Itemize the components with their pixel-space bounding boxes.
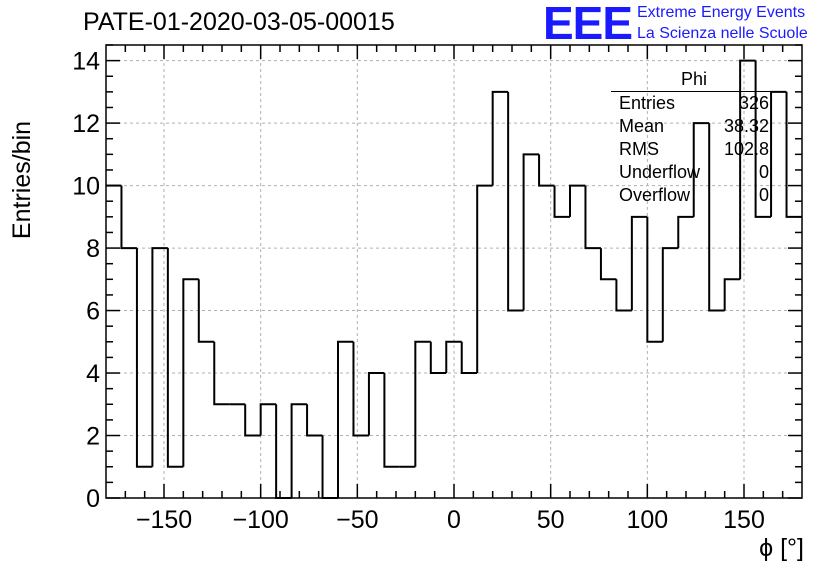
x-axis-ticks: −150 −100 −50 0 50 100 150 bbox=[124, 45, 784, 534]
histogram-bin bbox=[213, 341, 230, 406]
stats-row: Entries 326 bbox=[611, 92, 777, 115]
histogram-bin bbox=[739, 59, 756, 280]
histogram-bin bbox=[661, 247, 679, 342]
histogram-bin bbox=[538, 154, 555, 187]
histogram-bin bbox=[197, 279, 215, 343]
stats-box: Phi Entries 326 Mean 38.32 RMS 102.8 Und… bbox=[611, 69, 777, 207]
y-tick-label: 2 bbox=[86, 423, 100, 451]
histogram-bin bbox=[491, 90, 509, 186]
histogram-bin bbox=[692, 122, 710, 217]
y-axis-ticks: 0 2 4 6 8 10 12 14 bbox=[72, 44, 802, 513]
stats-label: Entries bbox=[619, 93, 676, 113]
histogram-bin bbox=[569, 184, 586, 217]
x-tick-label: −100 bbox=[233, 506, 289, 534]
histogram-bin bbox=[290, 403, 308, 498]
histogram-bin bbox=[321, 435, 338, 499]
stats-row: Underflow 0 bbox=[611, 161, 777, 184]
stats-label: Underflow bbox=[619, 162, 701, 182]
histogram-bin bbox=[584, 185, 601, 250]
histogram-series bbox=[106, 59, 802, 499]
x-tick-label: −150 bbox=[136, 506, 192, 534]
histogram-bin bbox=[553, 185, 570, 218]
histogram-bin bbox=[306, 404, 323, 437]
histogram-bin bbox=[522, 153, 540, 311]
histogram-bin bbox=[414, 340, 431, 467]
histogram-bin bbox=[460, 341, 478, 375]
stats-label: Overflow bbox=[619, 185, 691, 205]
chart-title: PATE-01-2020-03-05-00015 bbox=[83, 8, 395, 36]
y-axis-label: Entries/bin bbox=[8, 120, 36, 240]
histogram-bin bbox=[646, 216, 663, 343]
histogram-bin bbox=[166, 248, 184, 468]
y-tick-label: 12 bbox=[72, 110, 100, 138]
histogram-bin bbox=[120, 185, 137, 250]
histogram-bin bbox=[708, 123, 725, 312]
stats-value: 326 bbox=[738, 93, 769, 113]
histogram-bin bbox=[337, 340, 354, 498]
y-tick-label: 10 bbox=[72, 173, 100, 201]
histogram-bin bbox=[476, 184, 493, 374]
histogram-bin bbox=[599, 248, 617, 281]
x-tick-label: −50 bbox=[336, 506, 378, 534]
stats-title: Phi bbox=[680, 69, 707, 89]
grid-lines bbox=[106, 45, 802, 499]
histogram-bin bbox=[507, 91, 524, 312]
x-axis-label: ϕ [°] bbox=[759, 534, 804, 562]
y-tick-label: 8 bbox=[86, 235, 100, 263]
y-tick-label: 4 bbox=[86, 360, 100, 388]
histogram-bin bbox=[383, 373, 400, 468]
x-tick-label: 150 bbox=[723, 506, 765, 534]
histogram-bin bbox=[135, 248, 153, 468]
x-tick-label: 0 bbox=[447, 506, 461, 534]
stats-row: Overflow 0 bbox=[611, 184, 777, 207]
histogram-bin bbox=[151, 247, 168, 467]
histogram-bin bbox=[445, 340, 462, 374]
histogram-bin bbox=[259, 403, 277, 436]
stats-label: RMS bbox=[619, 139, 659, 159]
stats-divider bbox=[611, 91, 777, 92]
x-tick-label: 50 bbox=[537, 506, 565, 534]
histogram-bin bbox=[352, 341, 369, 437]
histogram-bin bbox=[367, 372, 385, 436]
stats-value: 0 bbox=[758, 185, 769, 205]
stats-label: Mean bbox=[619, 116, 665, 136]
stats-row: RMS 102.8 bbox=[611, 138, 777, 161]
y-tick-label: 6 bbox=[86, 298, 100, 326]
histogram-bin bbox=[630, 215, 648, 311]
y-tick-label: 14 bbox=[72, 48, 100, 76]
logo-line-1: Extreme Energy Events bbox=[637, 4, 806, 21]
stats-row: Mean 38.32 bbox=[611, 115, 777, 138]
histogram-bin bbox=[275, 404, 292, 499]
histogram-bin bbox=[677, 215, 694, 249]
eee-logo: EEE bbox=[543, 0, 633, 49]
histogram-bin bbox=[754, 60, 772, 218]
stats-value: 0 bbox=[758, 162, 769, 182]
histogram-bin bbox=[723, 278, 741, 311]
histogram-bin bbox=[615, 279, 632, 312]
y-tick-label: 0 bbox=[86, 485, 100, 513]
x-tick-label: 100 bbox=[626, 506, 668, 534]
histogram-bin bbox=[182, 278, 199, 467]
stats-value: 38.32 bbox=[723, 116, 769, 136]
histogram-bin bbox=[429, 341, 447, 375]
logo-line-2: La Scienza nelle Scuole bbox=[637, 25, 808, 42]
stats-value: 102.8 bbox=[723, 139, 769, 159]
histogram-bin bbox=[244, 404, 261, 437]
